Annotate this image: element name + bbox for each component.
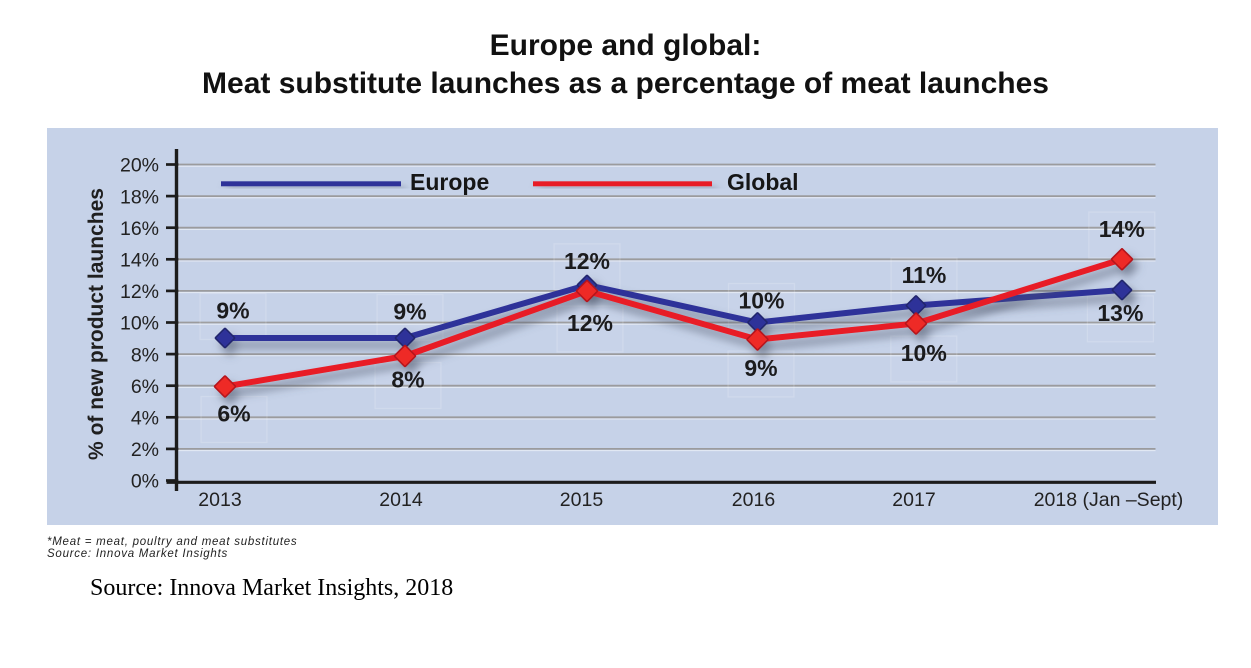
svg-text:2016: 2016 — [732, 489, 775, 511]
svg-text:9%: 9% — [393, 299, 426, 325]
svg-text:18%: 18% — [120, 186, 159, 208]
svg-text:2018 (Jan –Sept): 2018 (Jan –Sept) — [1034, 489, 1184, 511]
svg-text:4%: 4% — [131, 408, 159, 430]
svg-text:8%: 8% — [391, 367, 424, 393]
svg-text:14%: 14% — [1099, 216, 1145, 242]
svg-text:10%: 10% — [120, 313, 159, 335]
svg-text:16%: 16% — [120, 218, 159, 240]
svg-text:0%: 0% — [131, 471, 159, 493]
svg-text:Europe: Europe — [410, 169, 489, 195]
svg-text:9%: 9% — [744, 355, 777, 381]
svg-text:2%: 2% — [131, 439, 159, 461]
svg-text:2014: 2014 — [379, 489, 423, 511]
svg-text:2013: 2013 — [198, 489, 241, 511]
svg-text:9%: 9% — [216, 298, 249, 324]
svg-text:2015: 2015 — [560, 489, 604, 511]
svg-text:8%: 8% — [131, 344, 159, 366]
svg-text:11%: 11% — [902, 262, 947, 288]
svg-text:13%: 13% — [1097, 300, 1143, 326]
svg-text:% of new product launches: % of new product launches — [85, 188, 108, 460]
svg-text:6%: 6% — [217, 401, 250, 427]
svg-text:20%: 20% — [120, 155, 159, 177]
svg-text:12%: 12% — [567, 310, 613, 336]
svg-text:10%: 10% — [738, 288, 784, 314]
svg-text:12%: 12% — [120, 281, 159, 303]
svg-text:14%: 14% — [120, 250, 159, 272]
svg-text:12%: 12% — [564, 248, 610, 274]
svg-text:2017: 2017 — [892, 489, 935, 511]
svg-text:6%: 6% — [131, 376, 159, 398]
svg-text:10%: 10% — [901, 340, 947, 366]
svg-text:Global: Global — [727, 169, 799, 195]
